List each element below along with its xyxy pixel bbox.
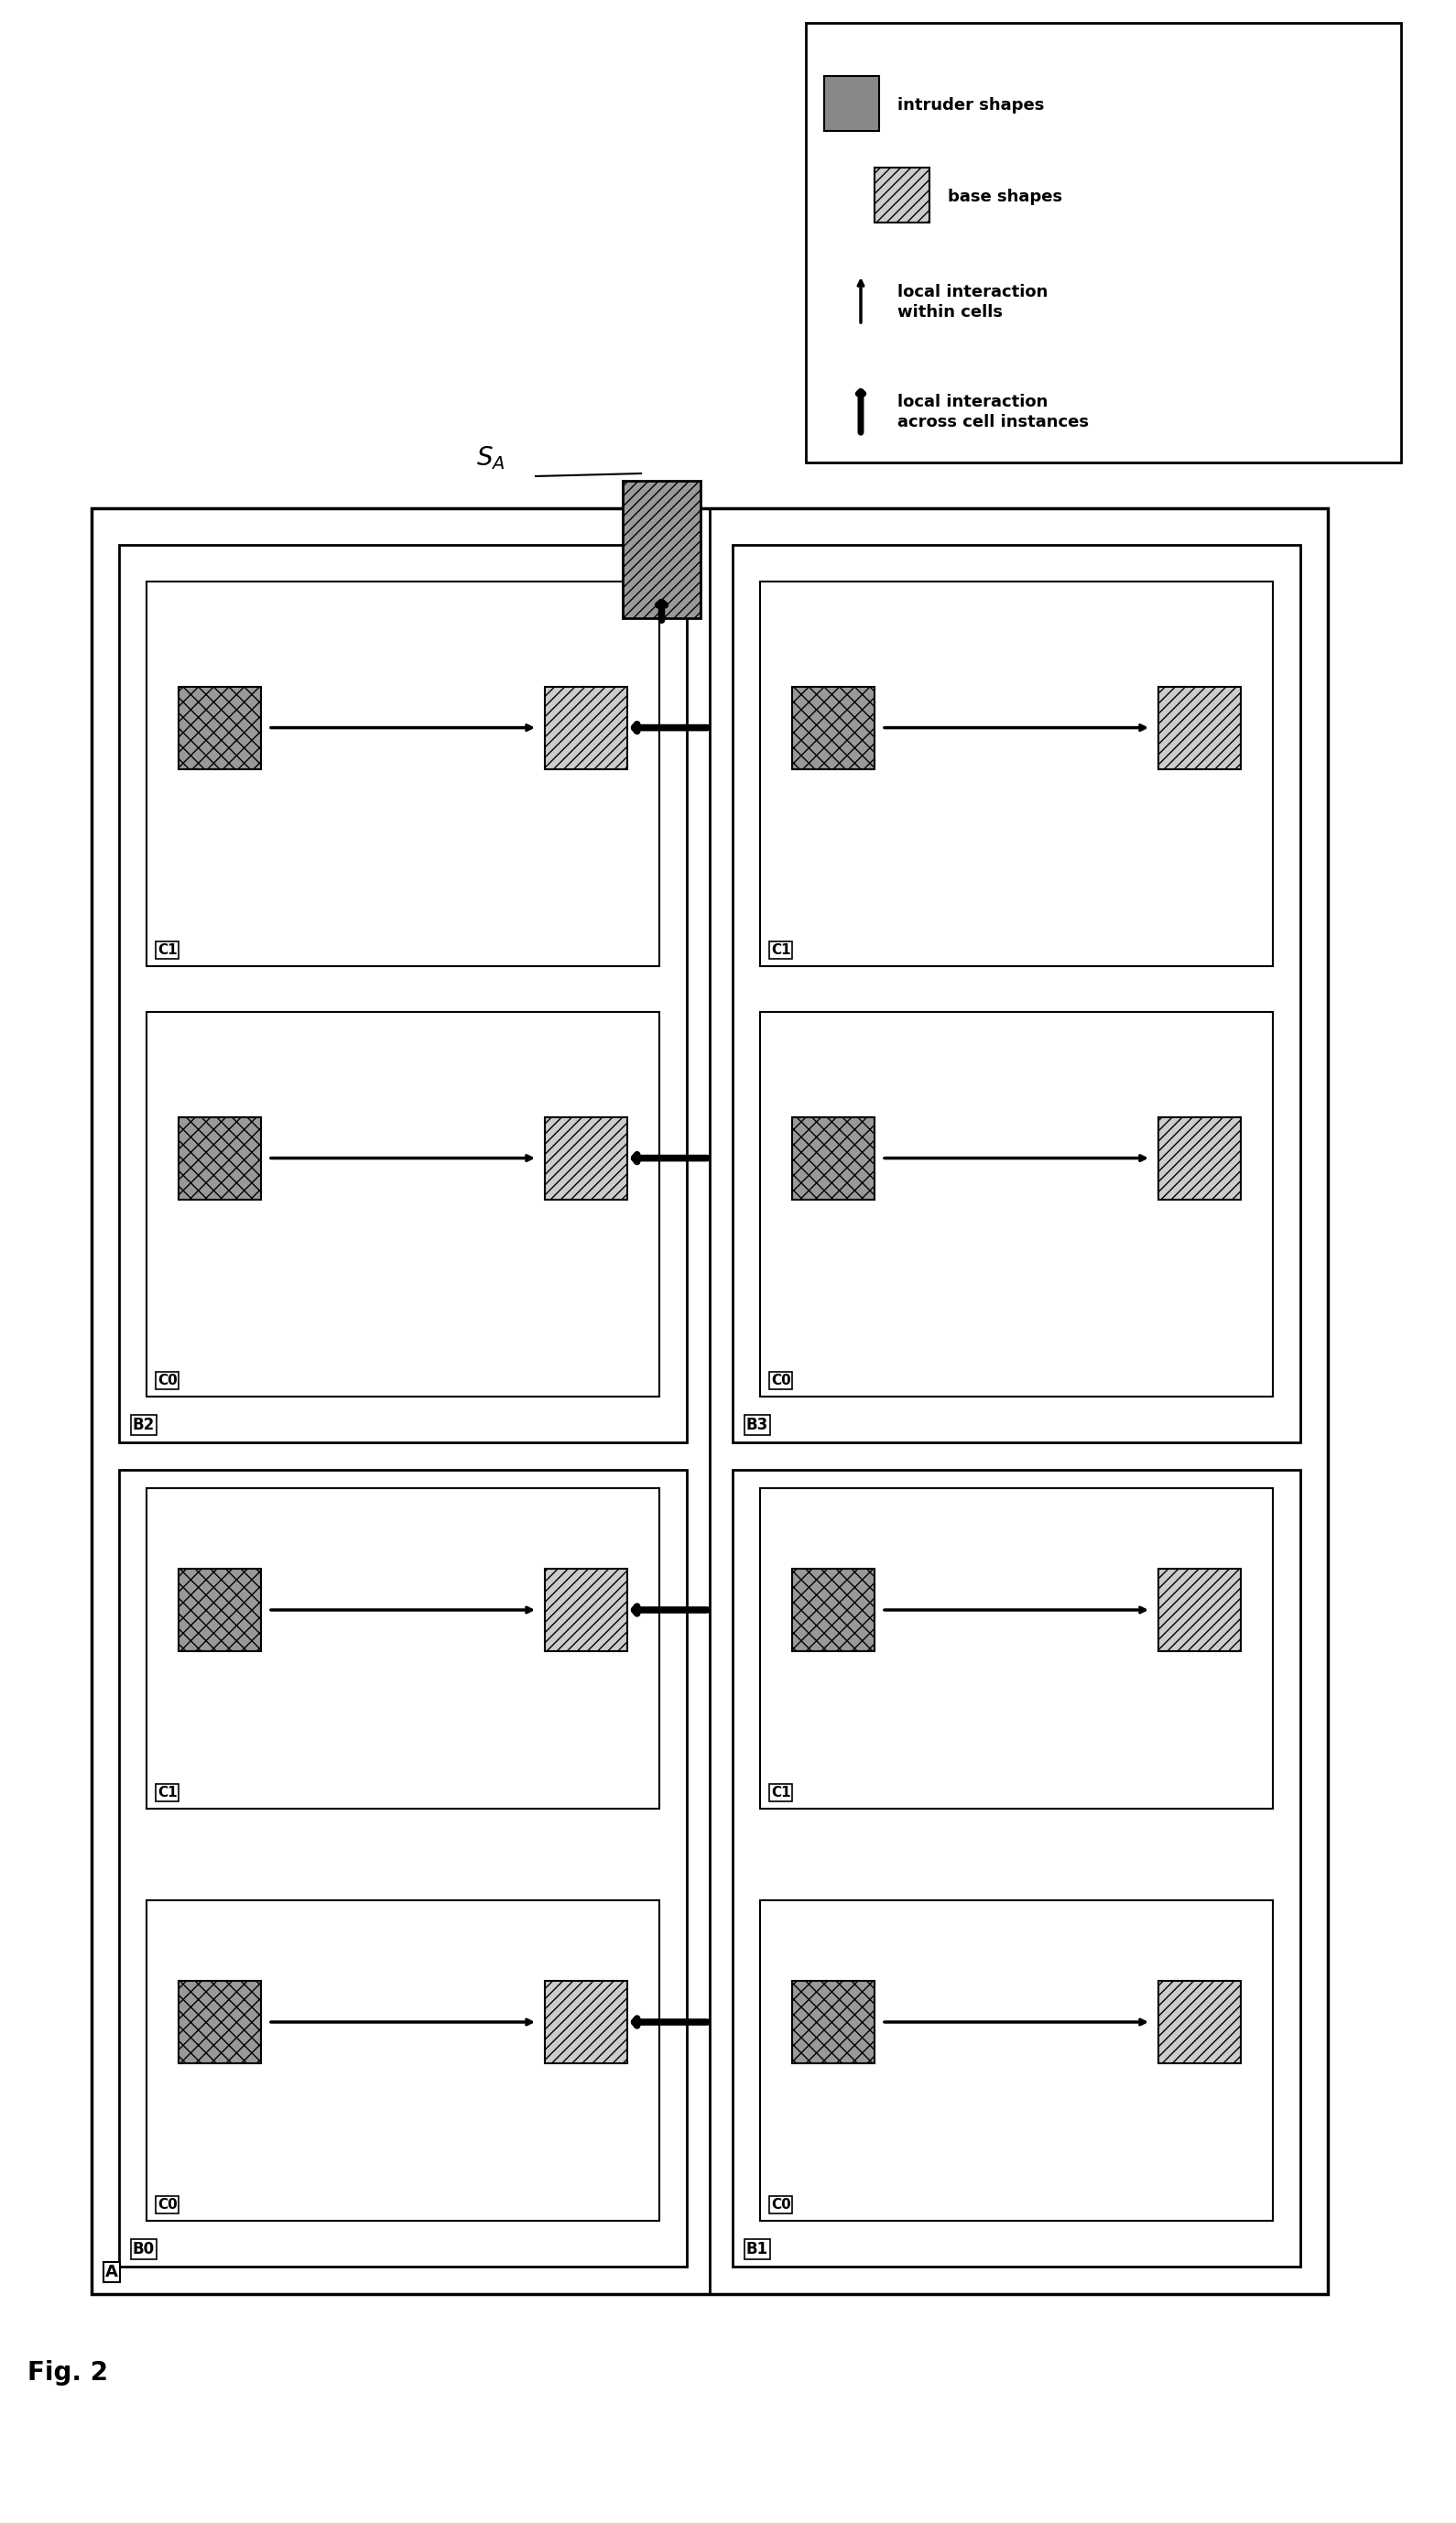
Bar (179, 1118, 261, 1198)
Bar (760, 1489, 1273, 1809)
Bar (875, 167, 929, 222)
Bar (792, 1569, 875, 1650)
Bar (1159, 1981, 1241, 2064)
Text: C0: C0 (772, 1373, 791, 1388)
Bar (760, 1012, 1273, 1398)
Text: B3: B3 (747, 1418, 769, 1433)
Bar (1159, 1118, 1241, 1198)
Bar (805, 23, 1401, 462)
Bar (760, 1900, 1273, 2220)
Bar (92, 507, 1328, 2293)
Bar (623, 482, 700, 618)
Bar (147, 580, 660, 966)
Text: B0: B0 (132, 2240, 154, 2258)
Text: C0: C0 (157, 1373, 178, 1388)
Text: C1: C1 (157, 1786, 178, 1799)
Bar (545, 1569, 628, 1650)
Bar (147, 1900, 660, 2220)
Bar (824, 76, 879, 131)
Text: C0: C0 (157, 2198, 178, 2213)
Bar (792, 1981, 875, 2064)
Bar (545, 1981, 628, 2064)
Text: B2: B2 (132, 1418, 154, 1433)
Text: A: A (105, 2263, 118, 2281)
Bar (545, 1118, 628, 1198)
Text: C0: C0 (772, 2198, 791, 2213)
Bar (732, 1471, 1300, 2266)
Bar (119, 1471, 687, 2266)
Bar (1159, 686, 1241, 770)
Bar (119, 545, 687, 1443)
Bar (792, 686, 875, 770)
Text: Fig. 2: Fig. 2 (28, 2359, 108, 2387)
Text: base shapes: base shapes (948, 189, 1063, 204)
Bar (147, 1012, 660, 1398)
Bar (147, 1489, 660, 1809)
Text: C1: C1 (157, 944, 178, 956)
Text: local interaction
across cell instances: local interaction across cell instances (897, 394, 1089, 431)
Text: B1: B1 (747, 2240, 769, 2258)
Bar (1159, 1569, 1241, 1650)
Text: $S_A$: $S_A$ (476, 444, 505, 472)
Bar (545, 686, 628, 770)
Bar (792, 1118, 875, 1198)
Bar (179, 1981, 261, 2064)
Bar (760, 580, 1273, 966)
Text: local interaction
within cells: local interaction within cells (897, 283, 1048, 320)
Bar (732, 545, 1300, 1443)
Text: C1: C1 (772, 1786, 791, 1799)
Bar (179, 1569, 261, 1650)
Text: intruder shapes: intruder shapes (897, 96, 1044, 114)
Text: C1: C1 (772, 944, 791, 956)
Bar (179, 686, 261, 770)
